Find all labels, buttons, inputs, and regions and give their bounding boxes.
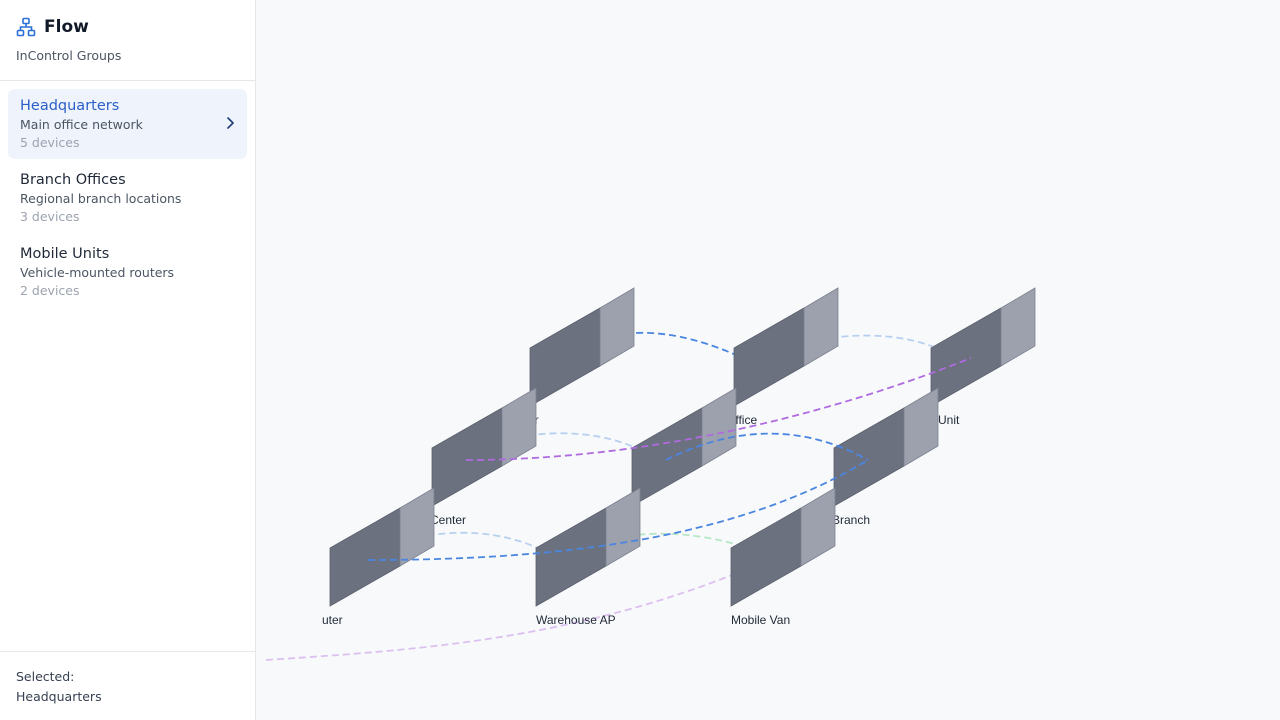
- network-diagram[interactable]: uterOfficeUnitCenterSiteBranchuterWareho…: [256, 0, 1280, 720]
- device-label: Unit: [938, 413, 960, 427]
- app-subtitle: InControl Groups: [16, 48, 121, 63]
- device-label: Warehouse AP: [536, 613, 616, 627]
- group-name: Headquarters: [20, 99, 235, 114]
- sitemap-icon: [16, 17, 36, 37]
- app-title: Flow: [44, 17, 89, 37]
- device-block-front: [432, 408, 502, 506]
- group-item-headquarters[interactable]: Headquarters Main office network 5 devic…: [8, 89, 247, 159]
- group-description: Vehicle-mounted routers: [20, 265, 235, 280]
- network-canvas[interactable]: uterOfficeUnitCenterSiteBranchuterWareho…: [256, 0, 1280, 720]
- device-node-n9[interactable]: Mobile Van: [731, 488, 835, 627]
- sidebar: Flow InControl Groups Headquarters Main …: [0, 0, 256, 720]
- nodes-layer: uterOfficeUnitCenterSiteBranchuterWareho…: [322, 288, 1035, 627]
- group-device-count: 5 devices: [20, 135, 235, 150]
- group-description: Regional branch locations: [20, 191, 235, 206]
- device-block-side: [606, 488, 640, 566]
- device-block-side: [600, 288, 634, 366]
- sidebar-divider: [0, 80, 255, 81]
- device-block-side: [904, 388, 938, 466]
- device-block-front: [632, 408, 702, 506]
- device-block-front: [731, 508, 801, 606]
- brand: Flow: [16, 17, 89, 37]
- group-item-branch-offices[interactable]: Branch Offices Regional branch locations…: [8, 163, 247, 233]
- device-block-front: [530, 308, 600, 406]
- device-block-side: [502, 388, 536, 466]
- device-block-front: [834, 408, 904, 506]
- group-list: Headquarters Main office network 5 devic…: [8, 89, 247, 311]
- group-item-mobile-units[interactable]: Mobile Units Vehicle-mounted routers 2 d…: [8, 237, 247, 307]
- device-block-front: [536, 508, 606, 606]
- device-node-n3[interactable]: Unit: [931, 288, 1035, 427]
- device-node-n8[interactable]: Warehouse AP: [536, 488, 640, 627]
- group-device-count: 3 devices: [20, 209, 235, 224]
- device-node-n4[interactable]: Center: [430, 388, 536, 527]
- group-description: Main office network: [20, 117, 235, 132]
- device-block-side: [801, 488, 835, 566]
- device-label: Mobile Van: [731, 613, 790, 627]
- chevron-right-icon: [225, 115, 235, 129]
- device-block-front: [734, 308, 804, 406]
- device-block-side: [804, 288, 838, 366]
- device-label: uter: [322, 613, 343, 627]
- group-device-count: 2 devices: [20, 283, 235, 298]
- group-name: Mobile Units: [20, 247, 235, 262]
- device-node-n7[interactable]: uter: [322, 488, 434, 627]
- device-block-side: [702, 388, 736, 466]
- device-block-front: [931, 308, 1001, 406]
- device-node-n2[interactable]: Office: [726, 288, 838, 427]
- selected-value: Headquarters: [16, 689, 239, 704]
- selected-label: Selected:: [16, 669, 239, 684]
- device-block-side: [1001, 288, 1035, 366]
- group-name: Branch Offices: [20, 173, 235, 188]
- device-node-n6[interactable]: Branch: [832, 388, 938, 527]
- selection-footer: Selected: Headquarters: [0, 651, 255, 720]
- device-label: Center: [430, 513, 466, 527]
- device-block-front: [330, 508, 400, 606]
- device-block-side: [400, 488, 434, 566]
- device-label: Branch: [832, 513, 870, 527]
